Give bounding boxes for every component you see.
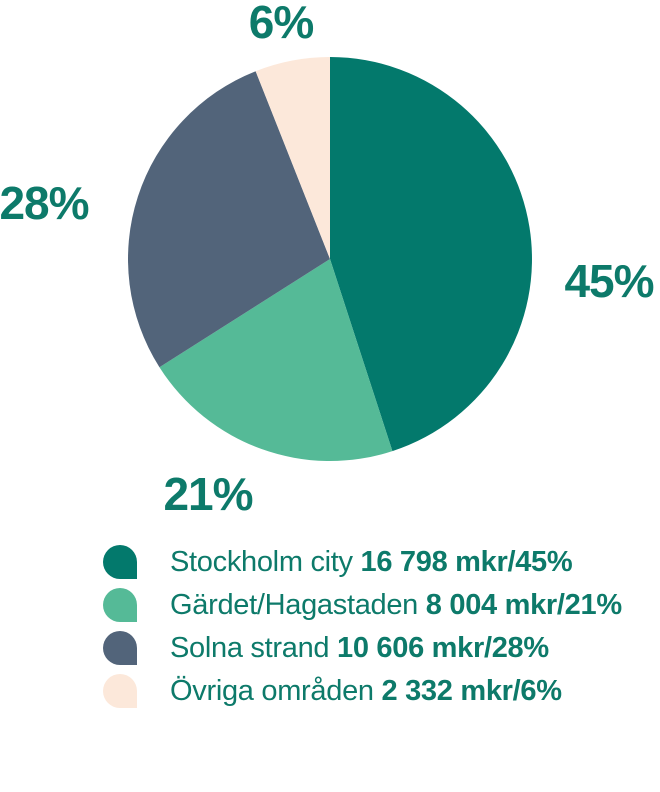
legend-value: 8 004 mkr/21% xyxy=(425,588,622,621)
legend: Stockholm city 16 798 mkr/45% Gärdet/Hag… xyxy=(103,545,622,708)
legend-name: Övriga områden xyxy=(170,674,374,707)
pct-label-gardet: 21% xyxy=(163,468,253,520)
legend-marker-stockholm-icon xyxy=(103,545,137,579)
pct-label-ovriga: 6% xyxy=(248,0,314,48)
legend-value: 2 332 mkr/6% xyxy=(381,674,563,707)
legend-label-gardet: Gärdet/Hagastaden 8 004 mkr/21% xyxy=(170,589,622,622)
legend-marker-solna-icon xyxy=(103,631,137,665)
legend-label-stockholm: Stockholm city 16 798 mkr/45% xyxy=(170,545,573,579)
pie-slice-1 xyxy=(330,57,532,452)
legend-label-ovriga: Övriga områden 2 332 mkr/6% xyxy=(170,675,562,708)
legend-row-ovriga: Övriga områden 2 332 mkr/6% xyxy=(103,674,622,708)
legend-name: Stockholm city xyxy=(170,545,353,578)
pie-slice-3 xyxy=(128,71,330,368)
pie-slice-4 xyxy=(255,57,330,259)
legend-row-solna: Solna strand 10 606 mkr/28% xyxy=(103,631,622,665)
legend-name: Solna strand xyxy=(170,631,330,664)
legend-value: 16 798 mkr/45% xyxy=(360,545,573,578)
legend-name: Gärdet/Hagastaden xyxy=(170,588,419,621)
legend-row-gardet: Gärdet/Hagastaden 8 004 mkr/21% xyxy=(103,588,622,622)
legend-value: 10 606 mkr/28% xyxy=(337,631,549,664)
pie-slice-2 xyxy=(159,259,393,461)
pct-label-solna: 28% xyxy=(0,177,90,229)
legend-marker-ovriga-icon xyxy=(103,674,137,708)
pct-label-stockholm: 45% xyxy=(564,255,654,307)
legend-row-stockholm: Stockholm city 16 798 mkr/45% xyxy=(103,545,622,579)
legend-label-solna: Solna strand 10 606 mkr/28% xyxy=(170,632,549,665)
legend-marker-gardet-icon xyxy=(103,588,137,622)
